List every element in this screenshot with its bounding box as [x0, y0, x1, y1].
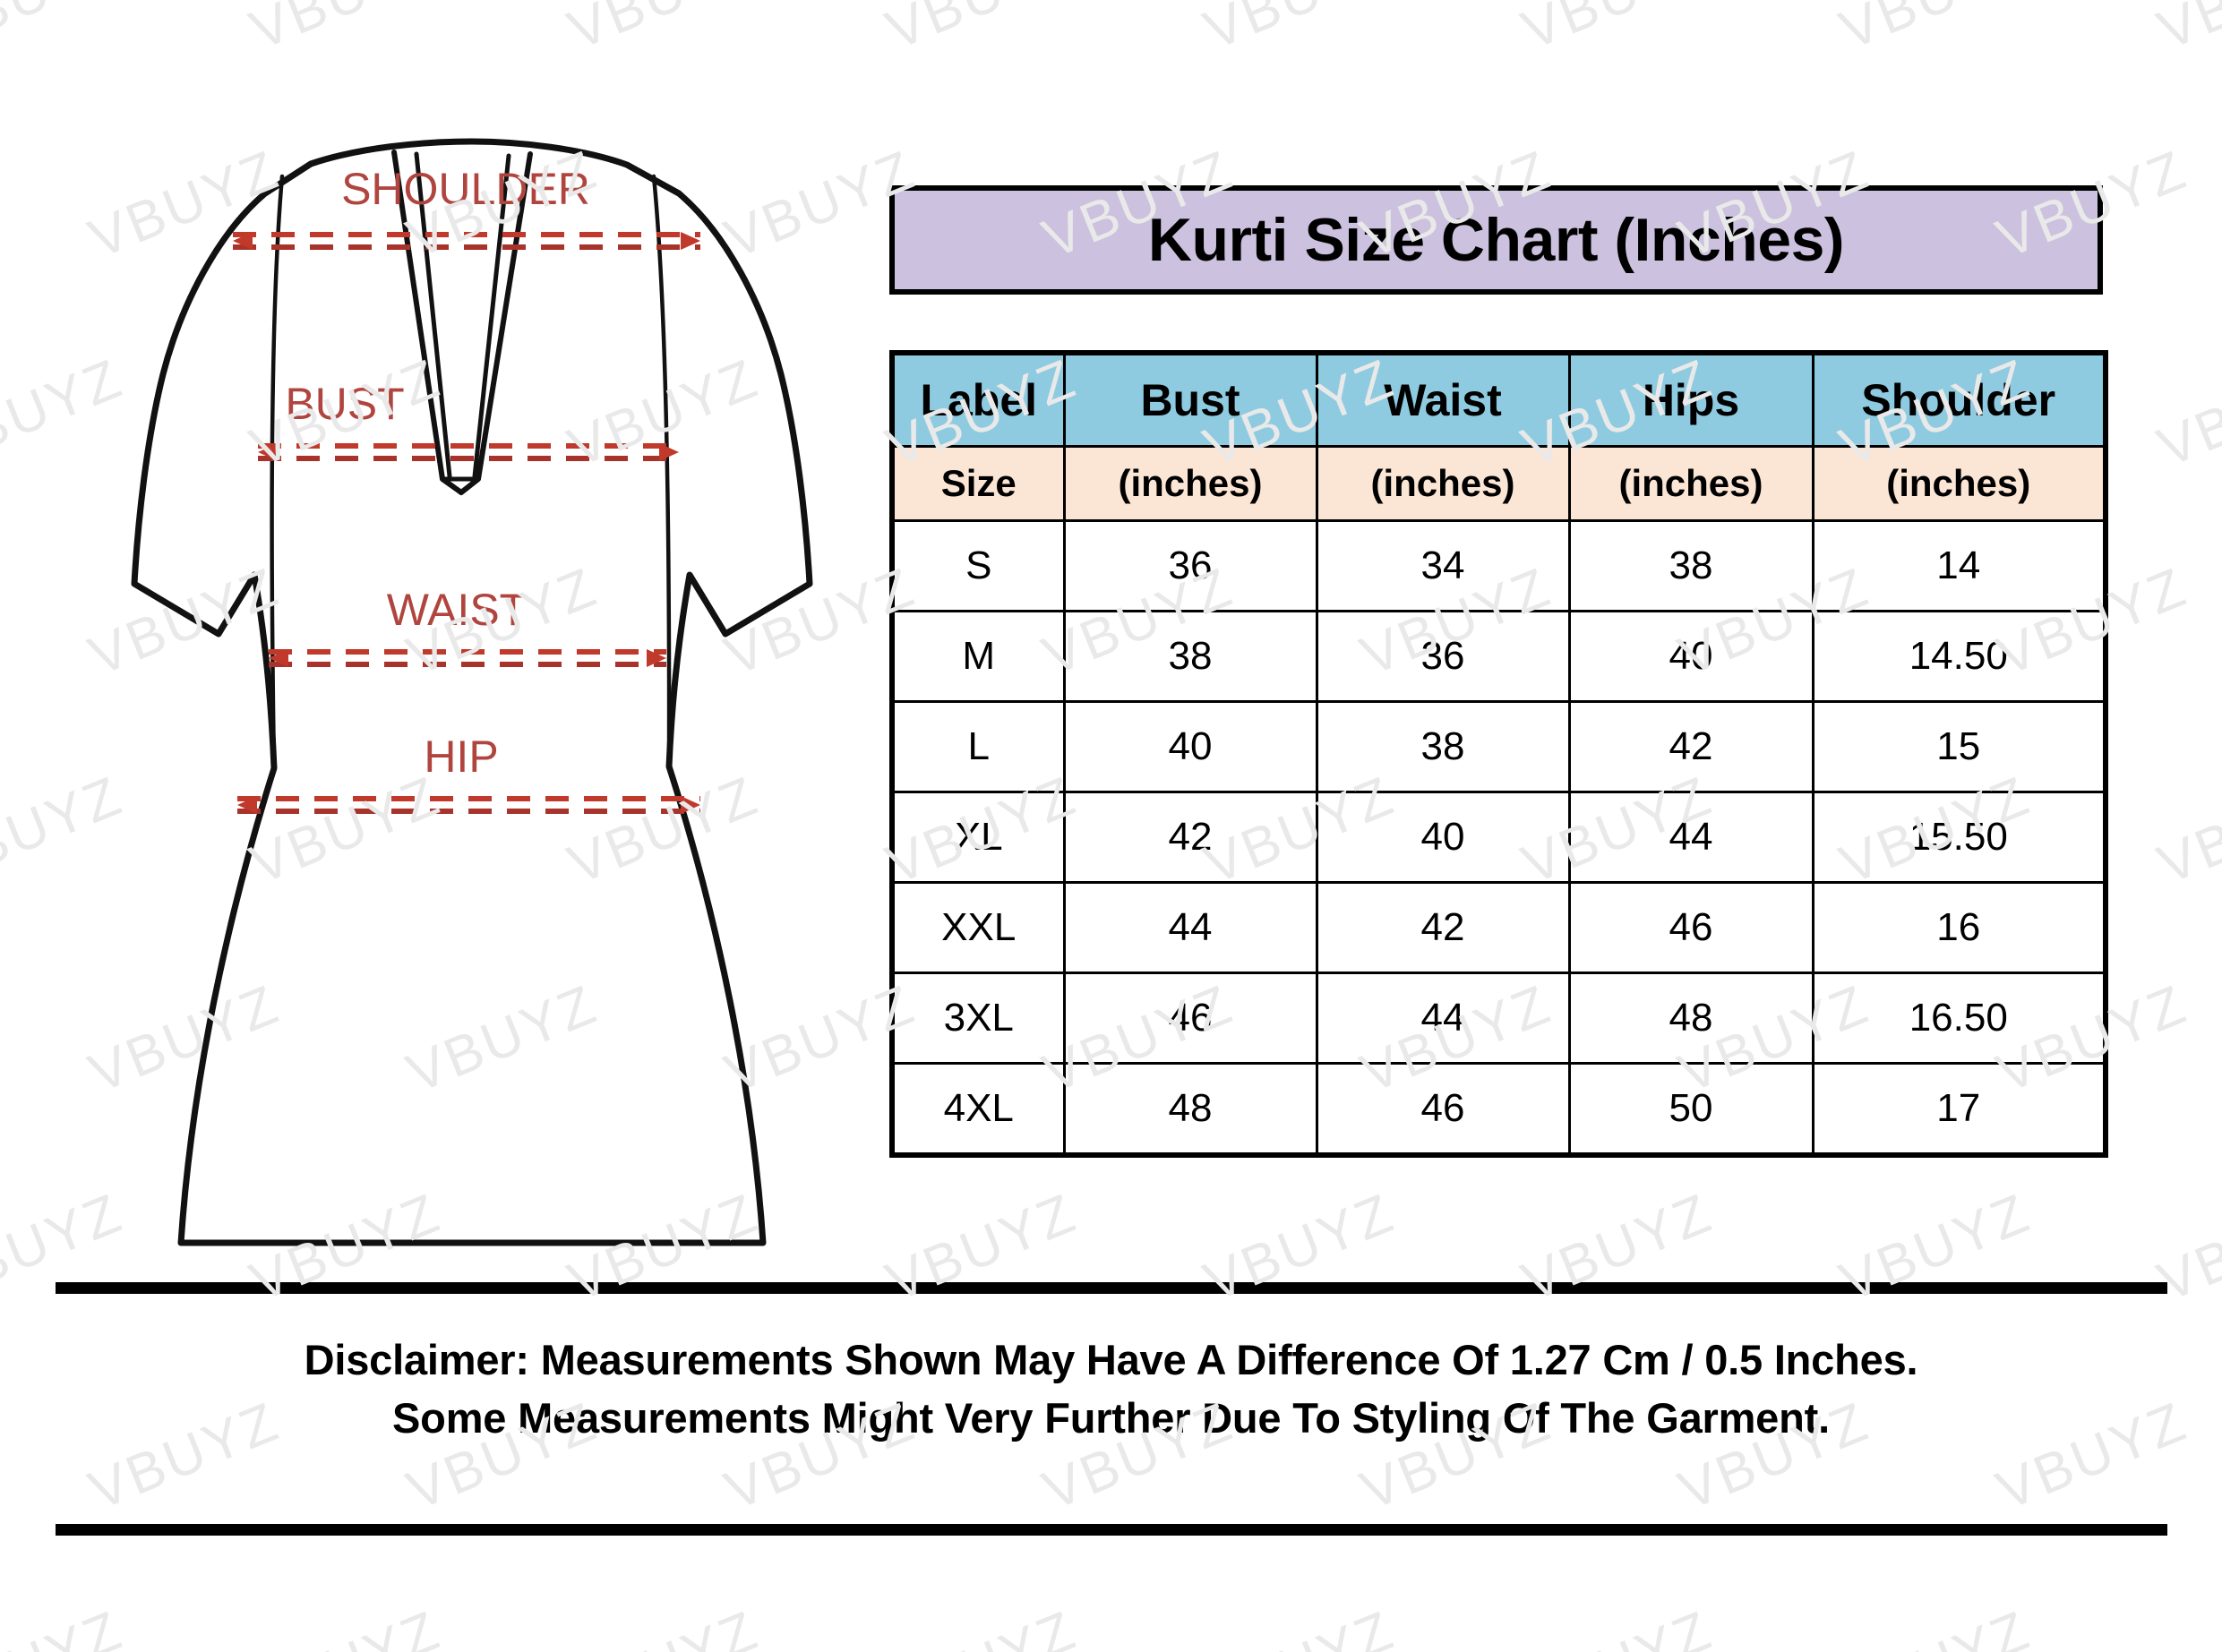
table-body: S 36 34 38 14 M 38 36 40 14.50 L	[890, 519, 2107, 1157]
table-row: 4XL 48 46 50 17	[890, 1062, 2107, 1157]
cell-hips: 40	[1567, 610, 1814, 703]
cell-bust: 38	[1062, 610, 1318, 703]
cell-hips: 44	[1567, 791, 1814, 884]
cell-shoulder: 17	[1811, 1062, 2107, 1157]
cell-shoulder: 16	[1811, 881, 2107, 974]
label-bust: BUST	[285, 379, 404, 429]
cell-bust: 40	[1062, 700, 1318, 793]
unit-cell-bust: (inches)	[1062, 445, 1318, 522]
disclaimer-line-2: Some Measurements Might Very Further Due…	[392, 1393, 1830, 1442]
cell-waist: 46	[1315, 1062, 1571, 1157]
column-header-waist: Waist	[1315, 351, 1571, 448]
measurement-lines	[233, 232, 700, 814]
measurement-arrows	[233, 232, 700, 814]
cell-size-label: L	[890, 700, 1066, 793]
column-header-shoulder: Shoulder	[1811, 351, 2107, 448]
divider-top	[56, 1282, 2167, 1294]
divider-bottom	[56, 1524, 2167, 1536]
cell-size-label: S	[890, 519, 1066, 612]
cell-waist: 40	[1315, 791, 1571, 884]
chart-title-box: Kurti Size Chart (Inches)	[889, 185, 2103, 295]
size-chart-table: Label Bust Waist Hips Shoulder Size (inc…	[889, 350, 2108, 1158]
cell-bust: 42	[1062, 791, 1318, 884]
cell-waist: 36	[1315, 610, 1571, 703]
unit-cell-waist: (inches)	[1315, 445, 1571, 522]
column-header-bust: Bust	[1062, 351, 1318, 448]
cell-size-label: XXL	[890, 881, 1066, 974]
cell-hips: 46	[1567, 881, 1814, 974]
column-header-hips: Hips	[1567, 351, 1814, 448]
table-row: L 40 38 42 15	[890, 700, 2107, 793]
disclaimer-block: Disclaimer: Measurements Shown May Have …	[0, 1331, 2222, 1448]
cell-size-label: M	[890, 610, 1066, 703]
cell-bust: 44	[1062, 881, 1318, 974]
cell-waist: 42	[1315, 881, 1571, 974]
unit-cell-size: Size	[890, 445, 1066, 522]
size-table-wrapper: Label Bust Waist Hips Shoulder Size (inc…	[889, 350, 2108, 1158]
cell-shoulder: 15.50	[1811, 791, 2107, 884]
cell-hips: 42	[1567, 700, 1814, 793]
table-row: M 38 36 40 14.50	[890, 610, 2107, 703]
cell-bust: 48	[1062, 1062, 1318, 1157]
cell-waist: 34	[1315, 519, 1571, 612]
cell-size-label: 3XL	[890, 972, 1066, 1065]
cell-bust: 46	[1062, 972, 1318, 1065]
cell-hips: 48	[1567, 972, 1814, 1065]
measurement-labels: SHOULDER BUST WAIST HIP	[285, 164, 590, 782]
cell-bust: 36	[1062, 519, 1318, 612]
label-hip: HIP	[424, 732, 498, 782]
table-row: XL 42 40 44 15.50	[890, 791, 2107, 884]
table-head: Label Bust Waist Hips Shoulder Size (inc…	[890, 351, 2107, 522]
unit-cell-hips: (inches)	[1567, 445, 1814, 522]
label-shoulder: SHOULDER	[341, 164, 590, 214]
cell-size-label: XL	[890, 791, 1066, 884]
table-header-row: Label Bust Waist Hips Shoulder	[890, 351, 2107, 448]
table-row: 3XL 46 44 48 16.50	[890, 972, 2107, 1065]
kurti-illustration: SHOULDER BUST WAIST HIP	[99, 134, 833, 1271]
table-unit-row: Size (inches) (inches) (inches) (inches)	[890, 445, 2107, 522]
cell-waist: 38	[1315, 700, 1571, 793]
cell-shoulder: 15	[1811, 700, 2107, 793]
table-row: S 36 34 38 14	[890, 519, 2107, 612]
cell-hips: 50	[1567, 1062, 1814, 1157]
unit-cell-shoulder: (inches)	[1811, 445, 2107, 522]
column-header-label: Label	[890, 351, 1066, 448]
cell-waist: 44	[1315, 972, 1571, 1065]
table-row: XXL 44 42 46 16	[890, 881, 2107, 974]
cell-shoulder: 14.50	[1811, 610, 2107, 703]
chart-panel: Kurti Size Chart (Inches) Label Bust Wai…	[889, 185, 2108, 1158]
kurti-technical-drawing-svg: SHOULDER BUST WAIST HIP	[131, 138, 813, 1246]
cell-hips: 38	[1567, 519, 1814, 612]
disclaimer-line-1: Disclaimer: Measurements Shown May Have …	[304, 1336, 1918, 1383]
cell-shoulder: 16.50	[1811, 972, 2107, 1065]
page-title: Kurti Size Chart (Inches)	[1147, 206, 1845, 274]
garment-outline	[131, 138, 813, 1246]
cell-shoulder: 14	[1811, 519, 2107, 612]
cell-size-label: 4XL	[890, 1062, 1066, 1157]
label-waist: WAIST	[387, 585, 527, 635]
